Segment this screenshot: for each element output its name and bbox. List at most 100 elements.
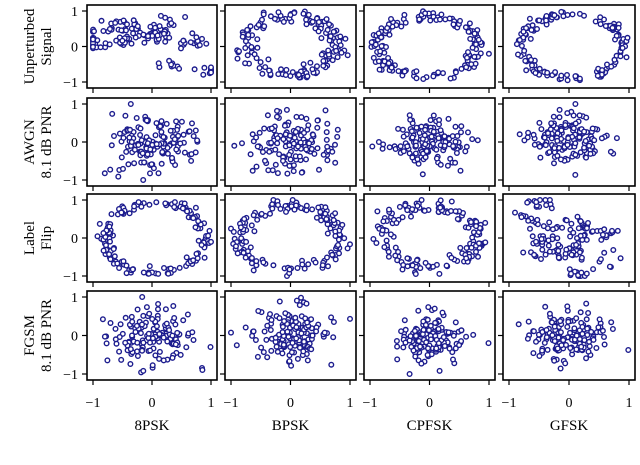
data-point <box>392 252 399 259</box>
data-point <box>376 66 383 73</box>
data-point <box>288 362 295 369</box>
data-point <box>256 129 263 136</box>
data-point <box>593 345 600 352</box>
data-point <box>189 329 196 336</box>
data-point <box>288 349 295 356</box>
data-point <box>409 154 416 161</box>
data-point <box>112 19 119 26</box>
data-point <box>599 231 606 238</box>
data-point <box>323 16 330 23</box>
data-point <box>115 173 122 180</box>
data-point <box>543 17 550 24</box>
data-point <box>404 207 411 214</box>
data-point <box>327 33 334 40</box>
data-point <box>549 226 556 233</box>
data-point <box>558 127 565 134</box>
data-point <box>567 329 574 336</box>
data-point <box>234 55 241 62</box>
data-point <box>193 34 200 41</box>
data-point <box>199 367 206 374</box>
data-point <box>258 344 265 351</box>
data-point <box>522 57 529 64</box>
data-point <box>607 148 614 155</box>
y-tick-label: 1 <box>71 98 78 113</box>
data-point <box>485 340 492 347</box>
data-point <box>422 10 429 17</box>
data-point <box>555 254 562 261</box>
data-point <box>160 133 167 140</box>
data-point <box>448 198 455 205</box>
data-point <box>475 36 482 43</box>
data-point <box>160 357 167 364</box>
data-point <box>323 216 330 223</box>
data-point <box>106 26 113 33</box>
data-point <box>564 77 571 84</box>
data-point <box>201 64 208 71</box>
data-point <box>469 234 476 241</box>
data-point <box>445 115 452 122</box>
data-point <box>247 244 254 251</box>
data-point <box>450 21 457 28</box>
data-point <box>411 328 418 335</box>
data-point <box>294 265 301 272</box>
data-point <box>385 60 392 67</box>
data-point <box>244 26 251 33</box>
data-point <box>420 75 427 82</box>
data-point <box>385 248 392 255</box>
data-point <box>137 330 144 337</box>
data-point <box>162 306 169 313</box>
data-point <box>139 150 146 157</box>
data-point <box>289 69 296 76</box>
x-tick-label: −1 <box>363 396 378 411</box>
data-point <box>372 41 379 48</box>
data-point <box>180 317 187 324</box>
y-tick-label: 1 <box>71 5 78 20</box>
data-point <box>293 324 300 331</box>
data-point <box>259 148 266 155</box>
data-point <box>326 21 333 28</box>
data-point <box>407 116 414 123</box>
data-point <box>471 53 478 60</box>
data-point <box>314 124 321 131</box>
data-point <box>329 148 336 155</box>
data-point <box>557 156 564 163</box>
data-point <box>560 13 567 20</box>
data-point <box>400 148 407 155</box>
data-point <box>129 318 136 325</box>
data-point <box>452 138 459 145</box>
data-point <box>152 352 159 359</box>
data-point <box>437 16 444 23</box>
data-point <box>404 263 411 270</box>
data-point <box>273 343 280 350</box>
data-point <box>433 155 440 162</box>
data-point <box>436 270 443 277</box>
row-label: AWGN8.1 dB PNR <box>22 106 55 179</box>
data-point <box>283 208 290 215</box>
data-point <box>427 322 434 329</box>
data-point <box>399 214 406 221</box>
data-point <box>474 137 481 144</box>
data-point <box>280 18 287 25</box>
data-point <box>557 329 564 336</box>
data-point <box>132 329 139 336</box>
data-point <box>584 325 591 332</box>
data-point <box>577 309 584 316</box>
data-point <box>301 265 308 272</box>
data-point <box>583 270 590 277</box>
data-point <box>375 58 382 65</box>
data-point <box>287 11 294 18</box>
data-point <box>313 214 320 221</box>
data-point <box>171 199 178 206</box>
data-point <box>248 260 255 267</box>
data-point <box>233 342 240 349</box>
data-point <box>274 135 281 142</box>
data-point <box>268 317 275 324</box>
data-point <box>318 217 325 224</box>
data-point <box>269 205 276 212</box>
data-point <box>482 219 489 226</box>
data-point <box>160 334 167 341</box>
data-point <box>375 138 382 145</box>
scatter-panel-fgsm-8-1-db-pnr-cpfsk <box>359 290 496 385</box>
data-point <box>149 316 156 323</box>
